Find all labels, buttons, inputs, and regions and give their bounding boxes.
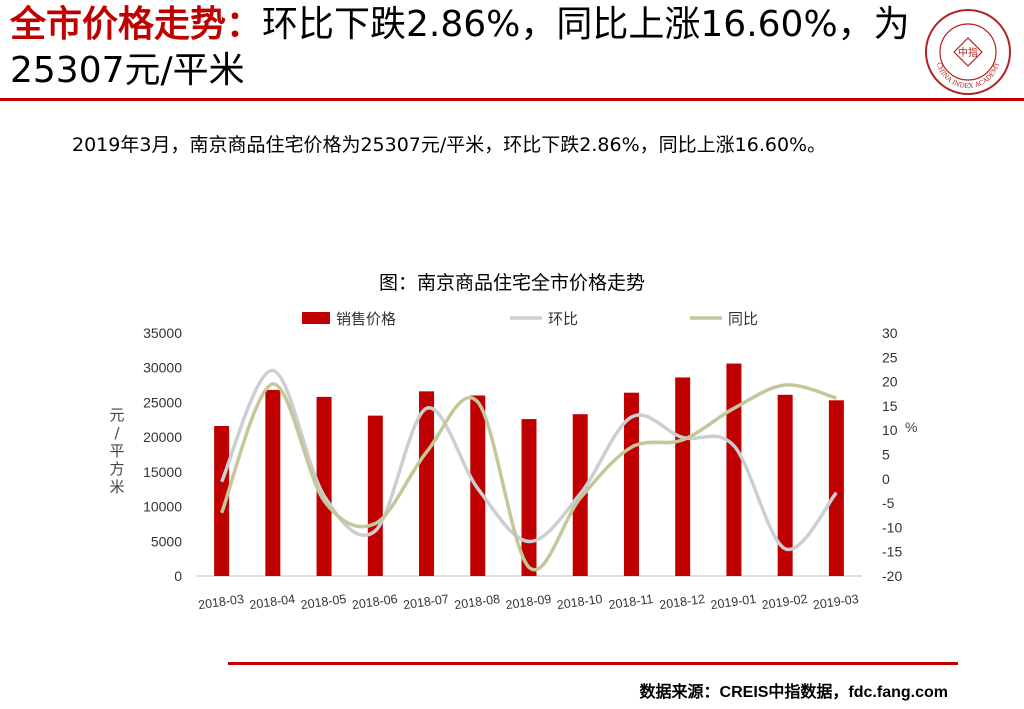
x-tick-label: 2018-03: [197, 592, 244, 612]
bar-2018-11: [623, 392, 639, 576]
x-tick-label: 2018-08: [454, 592, 501, 612]
left-axis-tick-label: 10000: [143, 499, 182, 515]
left-axis-label: 方: [109, 460, 124, 478]
left-axis-label: 元: [109, 406, 124, 424]
title-divider: [0, 98, 1024, 101]
data-source: 数据来源：CREIS中指数据，fdc.fang.com: [639, 684, 948, 701]
bar-2019-01: [726, 363, 742, 576]
right-axis-tick-label: -10: [882, 519, 902, 535]
chart-title: 图：南京商品住宅全市价格走势: [378, 272, 645, 294]
right-axis-tick-label: 20: [882, 374, 898, 390]
right-axis-tick-label: 30: [882, 325, 898, 341]
legend-swatch-sales-price: [302, 312, 330, 324]
bar-2018-04: [265, 389, 281, 576]
legend-label: 环比: [548, 310, 578, 328]
left-axis-tick-label: 25000: [143, 394, 182, 410]
right-axis-tick-label: 15: [882, 398, 898, 414]
x-tick-label: 2019-02: [761, 592, 808, 612]
left-axis-tick-label: 20000: [143, 429, 182, 445]
right-axis-tick-label: -5: [882, 495, 895, 511]
left-axis-tick-label: 5000: [151, 533, 182, 549]
summary-text: 2019年3月，南京商品住宅价格为25307元/平米，环比下跌2.86%，同比上…: [72, 134, 827, 156]
left-axis-tick-label: 15000: [143, 464, 182, 480]
left-axis-label: 平: [109, 442, 124, 460]
legend-label: 同比: [728, 310, 758, 328]
bar-2018-09: [521, 419, 537, 576]
price-trend-chart: 0 5000 10000 15000 20000 25000 30000 35000 -20 -1…: [109, 310, 917, 612]
bar-2019-02: [777, 394, 793, 576]
left-axis-label: /: [114, 424, 120, 442]
x-tick-label: 2018-06: [351, 592, 398, 612]
right-axis-tick-label: 25: [882, 349, 898, 365]
right-axis-tick-label: 10: [882, 422, 898, 438]
x-tick-label: 2018-04: [249, 592, 296, 612]
right-axis-label: %: [905, 419, 917, 435]
footer-divider: [228, 662, 958, 665]
x-tick-label: 2019-01: [710, 592, 757, 612]
left-axis-tick-label: 0: [174, 568, 182, 584]
right-axis-tick-label: -20: [882, 568, 902, 584]
x-tick-label: 2018-12: [658, 592, 705, 612]
bar-2018-07: [419, 391, 435, 576]
right-axis-tick-label: -15: [882, 544, 902, 560]
china-index-academy-logo: 中指 CHINA INDEX ACADEMY: [925, 9, 1011, 95]
x-tick-label: 2018-09: [505, 592, 552, 612]
bar-2018-06: [367, 415, 383, 576]
line-series-yoy: [219, 382, 837, 572]
x-tick-label: 2018-07: [402, 592, 449, 612]
legend-label: 销售价格: [336, 310, 396, 328]
logo-center-text: 中指: [958, 46, 978, 59]
line-series-mom: [220, 368, 838, 552]
x-tick-label: 2018-05: [300, 592, 347, 612]
left-axis-label: 米: [109, 478, 124, 496]
page-title: 全市价格走势：环比下跌2.86%，同比上涨16.60%，为25307元/平米: [10, 2, 910, 94]
x-tick-label: 2018-11: [608, 592, 655, 612]
left-axis-tick-label: 35000: [143, 325, 182, 341]
x-tick-label: 2019-03: [812, 592, 859, 612]
page-title-rest: 环比下跌2.86%，同比上涨16.60%，为25307元/平米: [10, 4, 910, 91]
right-axis-tick-label: 5: [882, 447, 890, 463]
bar-2018-03: [214, 426, 230, 576]
page-title-highlight: 全市价格走势：: [10, 4, 263, 45]
x-tick-label: 2018-10: [556, 592, 603, 612]
right-axis-tick-label: 0: [882, 471, 890, 487]
bar-2018-05: [316, 396, 332, 576]
left-axis-tick-label: 30000: [143, 360, 182, 376]
bar-2018-12: [675, 377, 691, 576]
bar-2019-03: [828, 400, 844, 576]
